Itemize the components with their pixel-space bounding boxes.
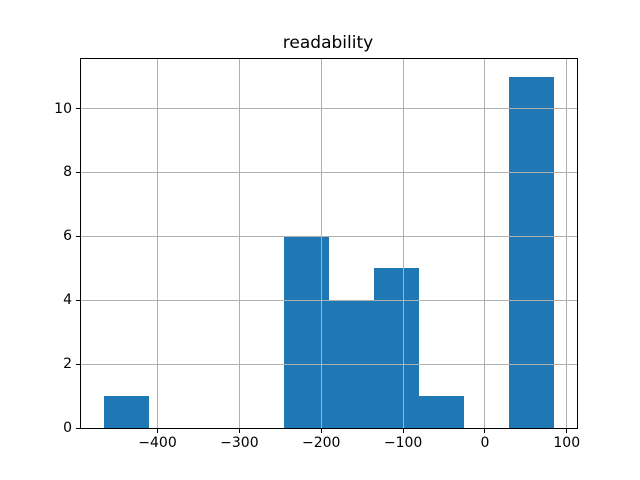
y-gridline	[81, 108, 577, 110]
y-tick-label: 10	[54, 100, 72, 117]
x-tick-mark	[402, 429, 404, 433]
y-tick-label: 4	[63, 292, 72, 309]
y-tick-mark	[76, 427, 80, 429]
x-tick-label: −400	[138, 435, 177, 451]
y-tick-label: 8	[63, 164, 72, 181]
x-tick-label: 0	[480, 435, 490, 451]
y-tick-mark	[76, 108, 80, 110]
histogram-bar	[374, 268, 420, 428]
y-gridline	[81, 299, 577, 301]
x-gridline	[238, 59, 240, 428]
x-gridline	[157, 59, 159, 428]
y-tick-mark	[76, 363, 80, 365]
y-gridline	[81, 235, 577, 237]
y-tick-label: 2	[63, 356, 72, 373]
x-tick-mark	[484, 429, 486, 433]
histogram-bar	[103, 396, 149, 428]
x-tick-mark	[320, 429, 322, 433]
y-tick-mark	[76, 299, 80, 301]
histogram-bar	[419, 396, 465, 428]
x-tick-mark	[238, 429, 240, 433]
x-gridline	[402, 59, 404, 428]
x-gridline	[484, 59, 486, 428]
chart-title: readability	[282, 33, 374, 53]
x-tick-mark	[566, 429, 568, 433]
x-tick-label: 100	[553, 435, 581, 451]
y-gridline	[81, 363, 577, 365]
histogram-bar	[283, 236, 329, 428]
x-tick-label: −300	[220, 435, 259, 451]
x-gridline	[566, 59, 568, 428]
y-gridline	[81, 171, 577, 173]
x-tick-mark	[157, 429, 159, 433]
y-tick-label: 0	[63, 420, 72, 436]
x-tick-label: −200	[301, 435, 341, 451]
y-tick-mark	[76, 171, 80, 173]
y-tick-label: 6	[63, 228, 72, 245]
x-tick-label: −100	[383, 435, 423, 451]
y-tick-mark	[76, 235, 80, 237]
x-gridline	[320, 59, 322, 428]
plot-area	[80, 58, 578, 429]
histogram-bar	[509, 76, 555, 428]
